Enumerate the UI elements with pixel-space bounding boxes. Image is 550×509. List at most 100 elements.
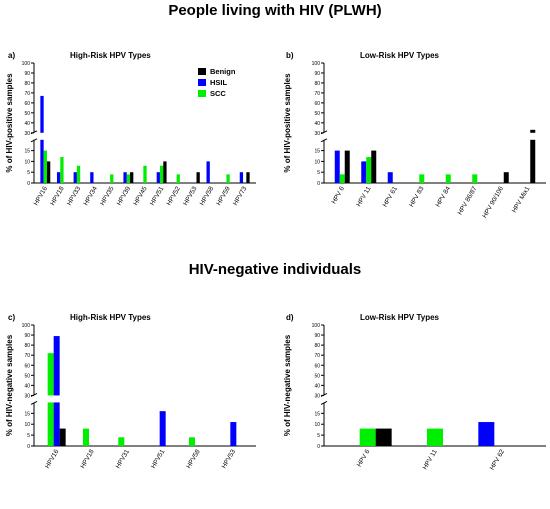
x-tick-label: HPV 86/87 — [457, 185, 479, 216]
bar-benign — [59, 428, 66, 446]
y-tick-label: 70 — [24, 91, 30, 97]
bar-hsil — [361, 161, 367, 183]
x-tick-label: HPV51 — [150, 448, 167, 470]
bar-scc — [176, 174, 180, 183]
x-tick-label: HPV35 — [99, 185, 116, 207]
y-tick-label: 0 — [27, 444, 30, 450]
legend-swatch-benign — [198, 68, 206, 75]
bar-benign — [375, 428, 392, 446]
bar-scc — [159, 165, 164, 183]
bar-hsil — [239, 172, 244, 183]
bar-hsil — [73, 172, 77, 183]
panel-title: Low-Risk HPV Types — [360, 313, 440, 322]
bar-hsil — [40, 139, 44, 183]
bar-hsil — [230, 422, 237, 446]
x-tick-label: HPV39 — [116, 185, 133, 207]
panel-title: High-Risk HPV Types — [70, 313, 151, 322]
legend-swatch-scc — [198, 90, 206, 97]
x-tick-label: HPV 6 — [356, 448, 372, 468]
legend-swatch-hsil — [198, 79, 206, 86]
y-tick-label: 40 — [24, 121, 30, 127]
bar-benign — [530, 129, 536, 133]
bar-benign — [46, 161, 51, 183]
bar-hsil — [387, 172, 393, 183]
y-tick-label: 5 — [317, 170, 320, 176]
axis-break-mark — [320, 138, 328, 143]
y-tick-label: 5 — [27, 433, 30, 439]
y-tick-label: 60 — [24, 363, 30, 369]
x-tick-label: HPV51 — [149, 185, 166, 207]
x-tick-label: HPV 6 — [331, 185, 347, 205]
y-axis-label: % of HIV-negative samples — [283, 334, 292, 436]
bar-scc — [143, 165, 147, 183]
y-tick-label: 10 — [24, 159, 30, 165]
y-tick-label: 40 — [24, 383, 30, 389]
y-tick-label: 10 — [314, 422, 320, 428]
y-tick-label: 50 — [24, 373, 30, 379]
y-tick-label: 0 — [27, 181, 30, 187]
bar-scc — [359, 428, 376, 446]
x-tick-label: HPV 11 — [355, 185, 372, 208]
chart-panel-a: a) High-Risk HPV Types % of HIV-positive s… — [5, 51, 256, 207]
x-tick-label: HPV Mix1 — [511, 185, 532, 214]
y-tick-label: 50 — [314, 373, 320, 379]
bar-benign — [196, 172, 200, 183]
bar-hsil — [56, 172, 61, 183]
y-tick-label: 30 — [24, 393, 30, 399]
x-tick-label: HPV18 — [49, 185, 66, 207]
y-tick-label: 15 — [24, 411, 30, 417]
bar-hsil — [40, 95, 44, 133]
y-tick-label: 15 — [314, 149, 320, 155]
bar-hsil — [53, 402, 60, 446]
y-tick-label: 5 — [317, 433, 320, 439]
bar-scc — [110, 174, 114, 183]
y-tick-label: 10 — [314, 159, 320, 165]
section-title-hiv-negative: HIV-negative individuals — [188, 261, 362, 278]
y-axis-label: % of HIV-positive samples — [283, 73, 292, 173]
section-title-plwh: People living with HIV (PLWH) — [168, 2, 382, 19]
x-tick-label: HPV18 — [79, 448, 96, 470]
y-tick-label: 10 — [24, 422, 30, 428]
y-axis-label: % of HIV-negative samples — [5, 334, 14, 436]
bar-scc — [83, 428, 89, 446]
bar-scc — [226, 174, 230, 183]
x-tick-label: HPV 62 — [489, 448, 506, 471]
y-tick-label: 15 — [314, 411, 320, 417]
panel-label: c) — [8, 313, 15, 322]
bar-scc — [47, 402, 54, 446]
y-tick-label: 40 — [314, 121, 320, 127]
bar-hsil — [334, 150, 340, 183]
legend-label: SCC — [210, 89, 226, 98]
bar-scc — [43, 150, 47, 183]
x-tick-label: HPV45 — [132, 185, 149, 207]
y-tick-label: 70 — [314, 91, 320, 97]
y-tick-label: 80 — [314, 343, 320, 349]
panel-label: d) — [286, 313, 294, 322]
bar-benign — [371, 150, 377, 183]
x-tick-label: HPV16 — [44, 448, 61, 470]
y-tick-label: 50 — [314, 111, 320, 117]
y-tick-label: 70 — [24, 353, 30, 359]
bar-scc — [366, 157, 372, 183]
bar-scc — [189, 437, 195, 446]
y-tick-label: 30 — [314, 131, 320, 137]
bar-scc — [76, 165, 81, 183]
axis-break-mark — [320, 400, 328, 405]
bar-benign — [246, 172, 250, 183]
y-tick-label: 100 — [22, 323, 31, 329]
x-tick-label: HPV53 — [182, 185, 199, 207]
bar-hsil — [478, 422, 495, 446]
y-tick-label: 90 — [314, 71, 320, 77]
x-tick-label: HPV53 — [221, 448, 238, 470]
x-tick-label: HPV 90/106 — [481, 185, 505, 219]
bar-scc — [126, 174, 131, 183]
panel-label: a) — [8, 51, 15, 60]
y-tick-label: 15 — [24, 149, 30, 155]
bar-scc — [427, 428, 443, 446]
bar-hsil — [159, 411, 166, 446]
bar-scc — [47, 353, 54, 396]
legend-label: HSIL — [210, 78, 228, 87]
x-tick-label: HPV73 — [232, 185, 249, 207]
x-tick-label: HPV 11 — [422, 448, 439, 471]
y-tick-label: 5 — [27, 170, 30, 176]
